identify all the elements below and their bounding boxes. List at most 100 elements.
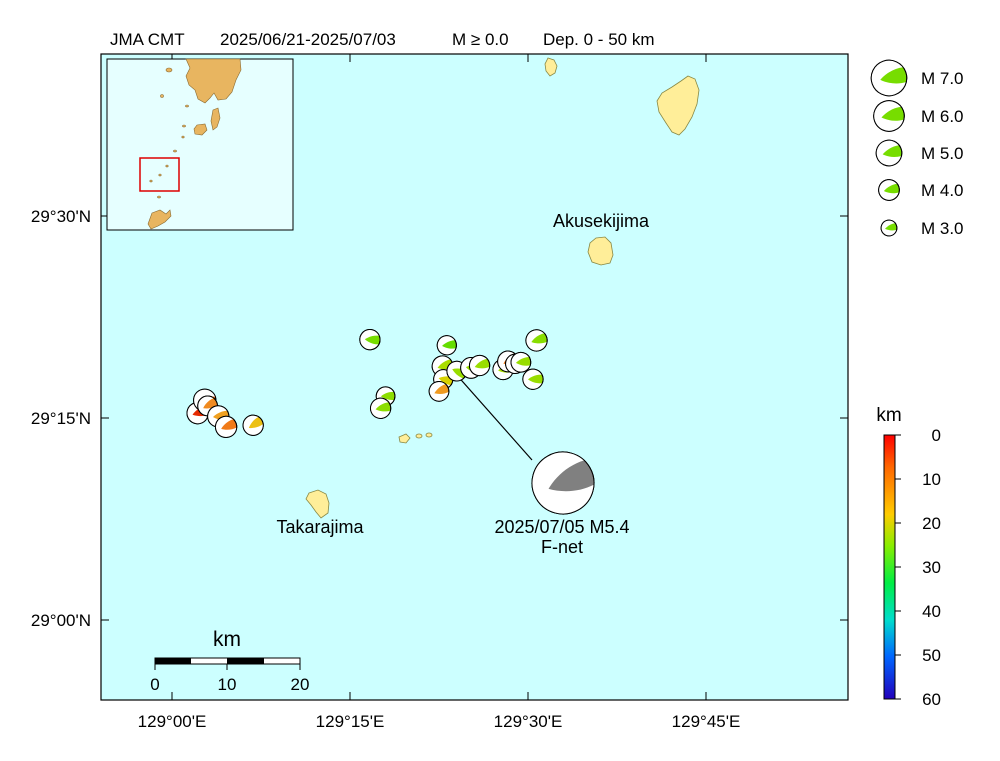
- inset-map: [106, 58, 294, 231]
- legend-ball-5-outline: [880, 219, 898, 237]
- legend-ball-1-outline: [870, 59, 908, 97]
- lon-label-129-45: 129°45'E: [672, 712, 741, 731]
- legend-ball-5-lobe-b: [881, 226, 897, 236]
- scale-bar-segment-3: [227, 658, 264, 664]
- inset-islet-10: [157, 195, 161, 199]
- focal-mechanism-6[interactable]: [238, 410, 266, 438]
- inset-kyushu-south: [185, 58, 242, 104]
- focal-mechanism-13-lobe-b: [437, 342, 456, 355]
- header-depth: Dep. 0 - 50 km: [543, 30, 655, 49]
- depth-bar-label-4: 40: [922, 602, 941, 621]
- lon-label-129-30: 129°30'E: [494, 712, 563, 731]
- scale-bar-label-0: 0: [150, 675, 159, 694]
- label-takarajima: Takarajima: [276, 517, 364, 537]
- header-source: JMA CMT: [110, 30, 185, 49]
- map-border: [100, 53, 849, 701]
- label-akusekijima: Akusekijima: [553, 211, 650, 231]
- depth-bar-label-5: 50: [922, 646, 941, 665]
- legend-ball-1-lobe-a: [871, 60, 904, 89]
- legend-ball-4[interactable]: [871, 171, 906, 206]
- focal-mechanism-9[interactable]: [363, 390, 397, 424]
- focal-mechanism-9-lobe-a: [370, 398, 389, 415]
- featured-mechanism-ball[interactable]: [513, 432, 609, 528]
- scale-bar-segment-1: [155, 658, 191, 664]
- legend-ball-4-lobe-a: [878, 179, 898, 197]
- island-kojima: [398, 433, 411, 444]
- island-kodakarajima: [544, 57, 558, 77]
- scale-bar: km 0 10 20: [150, 628, 309, 694]
- focal-mechanism-17-lobe-b: [492, 367, 513, 380]
- focal-mechanism-12-outline: [428, 380, 450, 402]
- legend-ball-2[interactable]: [863, 89, 915, 141]
- island-suwanosejima: [656, 75, 700, 136]
- islet-east: [415, 433, 423, 439]
- featured-mechanism[interactable]: [513, 432, 609, 528]
- focal-mechanism-12[interactable]: [423, 375, 454, 406]
- focal-mechanism-20[interactable]: [503, 344, 537, 378]
- focal-mechanism-16-outline: [468, 354, 491, 377]
- map-header: JMA CMT 2025/06/21-2025/07/03 M ≥ 0.0 De…: [110, 30, 655, 49]
- focal-mechanism-7[interactable]: [352, 320, 388, 356]
- focal-mechanism-22-lobe-a: [522, 369, 543, 384]
- inset-tanegashima: [210, 107, 221, 131]
- legend-ball-1[interactable]: [858, 46, 918, 106]
- focal-mechanism-4-lobe-a: [207, 405, 228, 423]
- legend-label-3: M 5.0: [921, 144, 964, 163]
- legend-ball-2-lobe-a: [873, 100, 902, 126]
- focal-mechanism-7-outline: [359, 329, 381, 351]
- focal-mechanism-16-lobe-b: [469, 364, 490, 376]
- focal-mechanism-13-lobe-a: [437, 335, 455, 351]
- inset-islet-2: [160, 94, 164, 98]
- scale-bar-unit: km: [213, 628, 241, 651]
- islands: [305, 57, 700, 519]
- focal-mechanism-21-lobe-b: [525, 338, 548, 352]
- inset-islet-1: [165, 67, 173, 73]
- legend-label-2: M 6.0: [921, 107, 964, 126]
- focal-mechanism-5[interactable]: [209, 409, 242, 442]
- lat-label-29-30: 29°30'N: [31, 207, 91, 226]
- map-frame: Akusekijima Takarajima 2025/07/05 M5.4 F…: [100, 53, 849, 701]
- depth-bar-label-3: 30: [922, 558, 941, 577]
- inset-islet-5: [181, 135, 185, 139]
- focal-mechanism-20-lobe-b: [511, 359, 531, 373]
- scale-bar-label-10: 10: [218, 675, 237, 694]
- focal-mechanism-13[interactable]: [430, 328, 463, 361]
- depth-bar-unit: km: [876, 405, 901, 426]
- lon-label-129-15: 129°15'E: [316, 712, 385, 731]
- magnitude-legend: M 7.0 M 6.0 M 5.0 M 4.0 M 3.0: [858, 46, 964, 241]
- inset-islet-6: [173, 149, 177, 153]
- legend-label-1: M 7.0: [921, 69, 964, 88]
- depth-bar-label-2: 20: [922, 514, 941, 533]
- focal-mechanism-20-outline: [510, 351, 532, 373]
- legend-ball-2-lobe-b: [873, 112, 904, 132]
- depth-bar-gradient: [883, 434, 896, 700]
- focal-mechanism-9-outline: [369, 397, 392, 419]
- legend-ball-3[interactable]: [867, 130, 910, 173]
- legend-ball-5-lobe-a: [881, 220, 896, 233]
- lat-label-29-00: 29°00'N: [31, 611, 91, 630]
- featured-event-source: F-net: [541, 537, 583, 557]
- legend-ball-5[interactable]: [875, 214, 902, 241]
- depth-bar-label-0: 0: [932, 426, 941, 445]
- focal-mechanism-13-outline: [436, 335, 457, 356]
- inset-islet-9: [149, 179, 153, 183]
- inset-study-area-box: [139, 157, 180, 192]
- focal-mechanism-20-lobe-a: [511, 352, 530, 368]
- latitude-labels: 29°30'N 29°15'N 29°00'N: [31, 207, 91, 630]
- island-akusekijima: [587, 236, 614, 266]
- legend-ball-3-lobe-a: [876, 140, 900, 161]
- island-takarajima: [305, 489, 330, 519]
- focal-mechanism-22[interactable]: [515, 360, 551, 396]
- depth-bar-label-6: 60: [922, 690, 941, 709]
- lat-label-29-15: 29°15'N: [31, 409, 91, 428]
- inset-islet-4: [182, 124, 186, 128]
- focal-mechanism-6-outline: [242, 414, 264, 436]
- focal-mechanism-12-lobe-b: [429, 390, 449, 402]
- focal-mechanism-6-lobe-b: [243, 424, 264, 436]
- focal-mechanism-7-lobe-b: [359, 334, 379, 350]
- featured-mechanism-ball-outline: [531, 451, 595, 515]
- focal-mechanism-16[interactable]: [463, 348, 496, 381]
- focal-mechanism-21[interactable]: [519, 322, 554, 357]
- depth-bar-label-1: 10: [922, 470, 941, 489]
